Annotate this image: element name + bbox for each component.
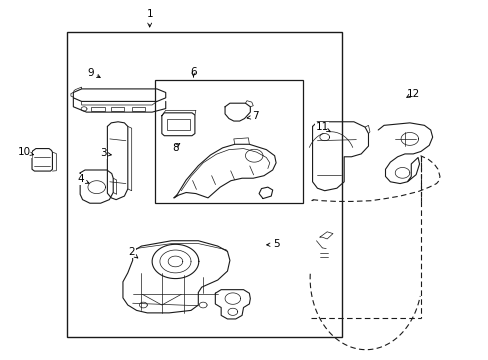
Text: 7: 7: [251, 111, 258, 121]
Text: 5: 5: [272, 239, 279, 249]
Text: 6: 6: [190, 67, 196, 77]
Text: 1: 1: [146, 9, 153, 19]
Bar: [67, 32, 341, 337]
Text: 2: 2: [128, 247, 135, 257]
Text: 3: 3: [100, 148, 106, 158]
Text: 10: 10: [18, 147, 31, 157]
Text: 9: 9: [87, 68, 94, 78]
Text: 12: 12: [406, 89, 420, 99]
Bar: [91, 107, 105, 111]
Bar: [131, 107, 145, 111]
Text: 8: 8: [172, 143, 179, 153]
Bar: [166, 119, 190, 130]
Bar: [154, 80, 302, 203]
Text: 4: 4: [77, 174, 84, 184]
Text: 11: 11: [315, 122, 328, 132]
Bar: [111, 107, 124, 111]
